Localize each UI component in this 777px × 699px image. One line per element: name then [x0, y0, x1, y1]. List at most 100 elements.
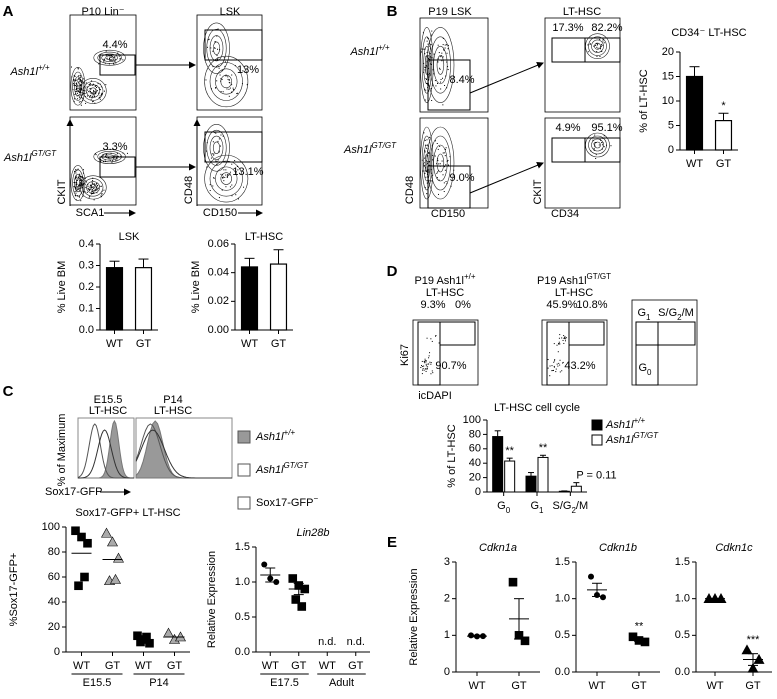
- event-dot: [425, 89, 427, 91]
- event-dot: [211, 153, 213, 155]
- event-dot: [421, 159, 423, 161]
- event-dot: [91, 193, 93, 195]
- event-dot: [227, 78, 229, 80]
- event-dot: [206, 166, 208, 168]
- event-dot: [91, 97, 93, 99]
- event-dot: [221, 78, 223, 80]
- histogram-line: [77, 429, 135, 479]
- event-dot: [116, 155, 118, 157]
- event-dot: [445, 181, 447, 183]
- event-dot: [98, 63, 100, 65]
- bar: [525, 475, 537, 493]
- event-dot: [425, 368, 427, 370]
- event-dot: [103, 58, 105, 60]
- bar: [134, 267, 153, 331]
- event-dot: [206, 46, 208, 48]
- event-dot: [116, 157, 118, 159]
- event-dot: [597, 43, 599, 45]
- event-dot: [226, 175, 228, 177]
- event-dot: [115, 62, 117, 64]
- y-tick-label: 20: [469, 472, 481, 484]
- event-dot: [78, 184, 80, 186]
- legend-label: Ash1l+/+: [605, 416, 645, 431]
- event-dot: [80, 200, 82, 202]
- event-dot: [426, 79, 428, 81]
- event-dot: [600, 46, 602, 48]
- event-dot: [81, 85, 83, 87]
- contour: [101, 53, 118, 62]
- y-axis-label: Relative Expression: [206, 551, 218, 648]
- contour: [204, 154, 249, 203]
- event-dot: [425, 167, 427, 169]
- event-dot: [106, 153, 108, 155]
- event-dot: [441, 55, 443, 57]
- event-dot: [79, 80, 81, 82]
- event-dot: [434, 155, 436, 157]
- event-dot: [82, 177, 84, 179]
- y-tick-label: 0.04: [208, 267, 229, 279]
- event-dot: [600, 43, 602, 45]
- event-dot: [217, 28, 219, 30]
- row-label-part: Ash1l: [349, 46, 378, 58]
- event-dot: [78, 195, 80, 197]
- contour: [82, 81, 104, 101]
- gate: [657, 321, 696, 346]
- event-dot: [426, 51, 428, 53]
- x-tick-label: WT: [686, 158, 703, 170]
- event-dot: [563, 342, 565, 344]
- x-tick-label: GT: [136, 338, 152, 350]
- x-tick-label: WT: [135, 660, 152, 672]
- arrow: [469, 162, 544, 194]
- event-dot: [76, 183, 78, 185]
- event-dot: [99, 83, 101, 85]
- event-dot: [91, 80, 93, 82]
- event-dot: [234, 65, 236, 67]
- event-dot: [94, 102, 96, 104]
- event-dot: [429, 180, 431, 182]
- event-dot: [231, 195, 233, 197]
- event-dot: [436, 172, 438, 174]
- event-dot: [220, 78, 222, 80]
- event-dot: [80, 88, 82, 90]
- event-dot: [437, 58, 439, 60]
- event-dot: [242, 70, 244, 72]
- event-dot: [603, 135, 605, 137]
- legend-swatch: [591, 419, 603, 431]
- x-tick-label: GT: [167, 660, 183, 672]
- y-tick-label: 40: [469, 457, 481, 469]
- event-dot: [424, 362, 426, 364]
- event-dot: [89, 88, 91, 90]
- event-dot: [429, 56, 431, 58]
- event-dot: [96, 87, 98, 89]
- event-dot: [425, 82, 427, 84]
- event-dot: [424, 165, 426, 167]
- event-dot: [430, 47, 432, 49]
- event-dot: [81, 183, 83, 185]
- event-dot: [430, 363, 432, 365]
- row-label-part: Ash1l: [3, 152, 32, 164]
- histogram-line: [77, 423, 134, 479]
- event-dot: [77, 188, 79, 190]
- event-dot: [218, 197, 220, 199]
- event-dot: [73, 80, 75, 82]
- point: [747, 662, 759, 673]
- event-dot: [95, 188, 97, 190]
- event-dot: [103, 61, 105, 63]
- event-dot: [442, 77, 444, 79]
- event-dot: [226, 177, 228, 179]
- event-dot: [425, 363, 427, 365]
- legend-label-part: +/+: [284, 428, 296, 437]
- event-dot: [75, 79, 77, 81]
- event-dot: [437, 61, 439, 63]
- contour: [215, 68, 238, 95]
- event-dot: [425, 160, 427, 162]
- event-dot: [101, 190, 103, 192]
- bar: [570, 485, 582, 493]
- event-dot: [594, 134, 596, 136]
- event-dot: [80, 186, 82, 188]
- event-dot: [603, 146, 605, 148]
- y-tick-label: 0: [475, 486, 481, 498]
- event-dot: [99, 88, 101, 90]
- event-dot: [431, 370, 433, 372]
- event-dot: [450, 185, 452, 187]
